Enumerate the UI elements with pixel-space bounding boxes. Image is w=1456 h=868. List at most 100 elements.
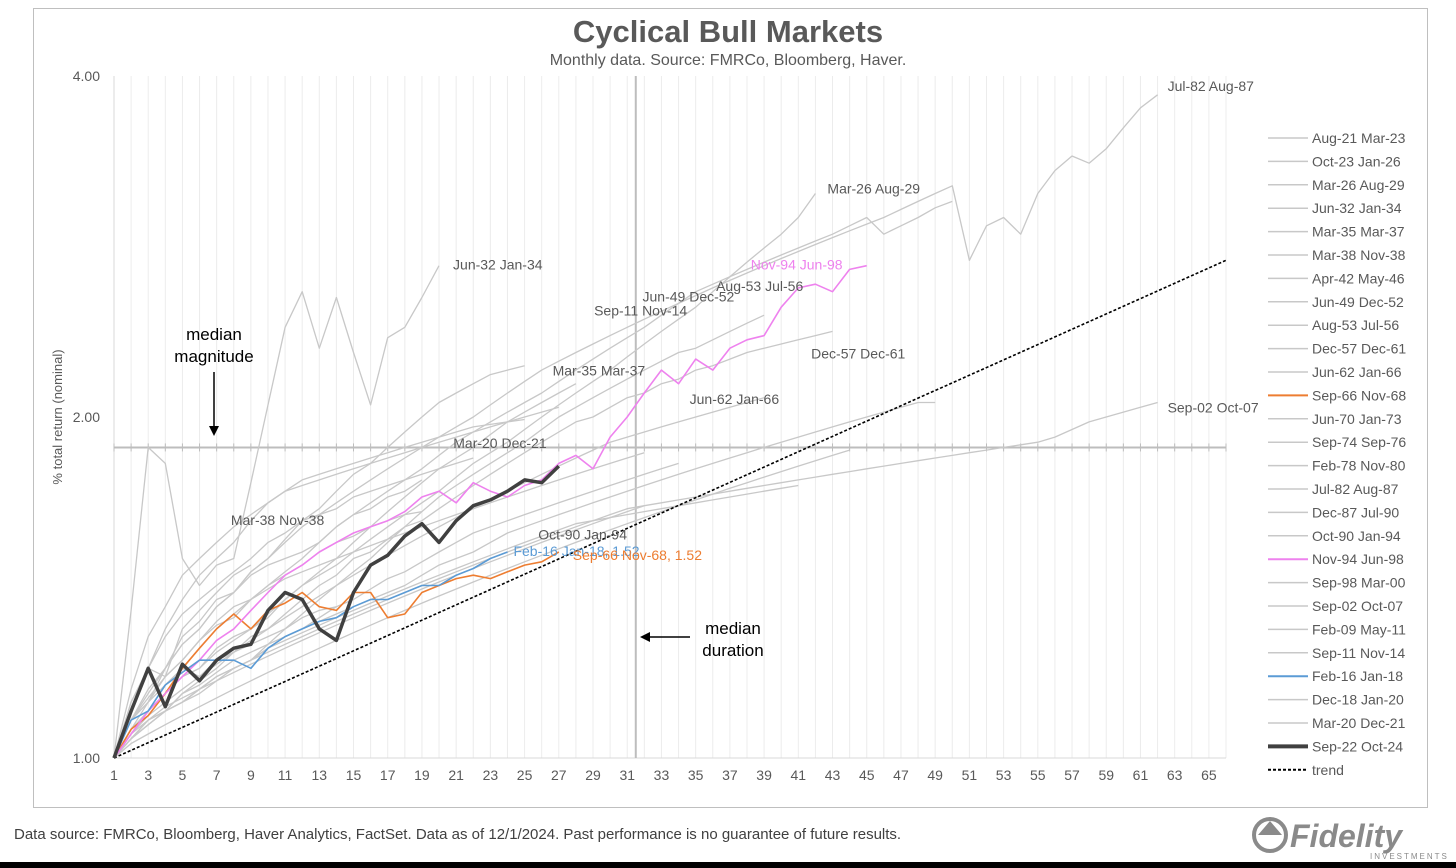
- y-tick-label: 4.00: [73, 68, 100, 84]
- x-tick-label: 63: [1167, 767, 1183, 783]
- x-tick-label: 47: [893, 767, 909, 783]
- legend-label: Dec-87 Jul-90: [1312, 504, 1399, 520]
- legend-label: Apr-42 May-46: [1312, 270, 1405, 286]
- data-label: Mar-20 Dec-21: [453, 435, 547, 451]
- legend-label: Jun-49 Dec-52: [1312, 294, 1404, 310]
- data-label: Mar-26 Aug-29: [827, 181, 920, 197]
- legend-label: Jul-82 Aug-87: [1312, 481, 1399, 497]
- legend-label: Sep-98 Mar-00: [1312, 575, 1406, 591]
- x-tick-label: 51: [962, 767, 978, 783]
- bottom-rule: [0, 862, 1456, 868]
- legend-label: Oct-90 Jan-94: [1312, 528, 1401, 544]
- x-tick-label: 39: [756, 767, 772, 783]
- data-label: Nov-94 Jun-98: [751, 257, 843, 273]
- footnote: Data source: FMRCo, Bloomberg, Haver Ana…: [14, 826, 902, 843]
- x-tick-label: 35: [688, 767, 704, 783]
- legend-label: Sep-02 Oct-07: [1312, 598, 1403, 614]
- series-line-jul-82-aug-87: [113, 94, 1158, 759]
- series-line-mar-26-aug-29: [113, 193, 816, 759]
- x-tick-label: 17: [380, 767, 396, 783]
- x-tick-label: 11: [278, 767, 293, 783]
- series-line-sep-74-sep-76: [113, 418, 525, 759]
- legend-label: Dec-18 Jan-20: [1312, 692, 1404, 708]
- x-tick-label: 41: [791, 767, 807, 783]
- annotation-arrowhead-down: [209, 426, 219, 436]
- chart-title: Cyclical Bull Markets: [572, 14, 884, 49]
- legend-label: Nov-94 Jun-98: [1312, 551, 1404, 567]
- x-tick-label: 3: [144, 767, 152, 783]
- x-tick-label: 57: [1064, 767, 1080, 783]
- legend-label: Dec-57 Dec-61: [1312, 341, 1406, 357]
- series-line-jun-32-jan-34: [113, 265, 440, 759]
- x-tick-label: 5: [179, 767, 187, 783]
- series-line-sep-98-mar-00: [113, 479, 423, 759]
- annotation-median-magnitude-line1: median: [186, 325, 242, 344]
- x-tick-label: 23: [483, 767, 499, 783]
- annotation-arrowhead-left: [640, 632, 650, 642]
- legend-label: trend: [1312, 762, 1344, 778]
- data-label: Feb-16 Jan-18, 1.52: [513, 543, 639, 559]
- x-tick-label: 21: [448, 767, 464, 783]
- legend-label: Sep-22 Oct-24: [1312, 738, 1403, 754]
- legend-label: Jun-70 Jan-73: [1312, 411, 1402, 427]
- series-line-nov-94-jun-98: [113, 264, 867, 759]
- x-tick-label: 13: [312, 767, 328, 783]
- x-tick-label: 31: [619, 767, 635, 783]
- x-tick-label: 45: [859, 767, 875, 783]
- legend-label: Mar-26 Aug-29: [1312, 177, 1405, 193]
- x-tick-label: 25: [517, 767, 533, 783]
- legend-label: Oct-23 Jan-26: [1312, 153, 1401, 169]
- legend-label: Sep-11 Nov-14: [1312, 645, 1405, 661]
- data-label: Mar-35 Mar-37: [553, 363, 646, 379]
- x-tick-label: 9: [247, 767, 255, 783]
- x-tick-label: 33: [654, 767, 670, 783]
- chart-frame: [33, 8, 1428, 808]
- fidelity-logo: Fidelity INVESTMENTS: [1252, 817, 1449, 861]
- data-label: Sep-66 Nov-68, 1.52: [573, 547, 702, 563]
- data-label: Sep-02 Oct-07: [1168, 399, 1259, 415]
- x-tick-label: 29: [585, 767, 601, 783]
- chart-subtitle: Monthly data. Source: FMRCo, Bloomberg, …: [549, 52, 907, 69]
- series-line-sep-22-oct-24: [112, 464, 561, 759]
- series-line-feb-78-nov-80: [113, 462, 679, 759]
- series-line-mar-20-dec-21: [113, 457, 474, 759]
- x-tick-label: 61: [1133, 767, 1149, 783]
- logo-text: Fidelity: [1290, 818, 1404, 854]
- series-line-sep-66-nov-68: [113, 551, 560, 759]
- x-tick-label: 55: [1030, 767, 1046, 783]
- legend-label: Feb-78 Nov-80: [1312, 458, 1406, 474]
- annotation-median-magnitude-line2: magnitude: [174, 347, 253, 366]
- x-tick-label: 59: [1098, 767, 1114, 783]
- x-tick-label: 1: [110, 767, 118, 783]
- logo-subtext: INVESTMENTS: [1370, 852, 1449, 861]
- series-line-jun-70-jan-73: [113, 452, 645, 759]
- x-tick-label: 19: [414, 767, 430, 783]
- x-tick-label: 7: [213, 767, 221, 783]
- series-line-jun-62-jan-66: [113, 449, 850, 759]
- y-tick-label: 1.00: [73, 750, 100, 766]
- legend-label: Aug-53 Jul-56: [1312, 317, 1399, 333]
- x-tick-label: 37: [722, 767, 738, 783]
- legend-label: Mar-20 Dec-21: [1312, 715, 1406, 731]
- legend-label: Jun-32 Jan-34: [1312, 200, 1402, 216]
- data-label: Dec-57 Dec-61: [811, 345, 905, 361]
- legend-label: Aug-21 Mar-23: [1312, 130, 1406, 146]
- y-tick-label: 2.00: [73, 409, 100, 425]
- series-line-oct-90-jan-94: [113, 484, 799, 759]
- legend-label: Feb-16 Jan-18: [1312, 668, 1403, 684]
- x-tick-label: 15: [346, 767, 362, 783]
- data-label: Jun-62 Jan-66: [690, 391, 780, 407]
- data-label: Jun-49 Dec-52: [643, 288, 735, 304]
- series-line-dec-87-jul-90: [113, 505, 645, 759]
- series-line-sep-02-oct-07: [113, 401, 1158, 759]
- data-label: Aug-53 Jul-56: [716, 278, 803, 294]
- legend-label: Sep-66 Nov-68: [1312, 387, 1406, 403]
- legend-label: Feb-09 May-11: [1312, 621, 1406, 637]
- data-label: Jun-32 Jan-34: [453, 257, 543, 273]
- y-axis-label: % total return (nominal): [50, 349, 65, 484]
- data-label: Mar-38 Nov-38: [231, 512, 325, 528]
- annotation-median-duration-line2: duration: [702, 641, 763, 660]
- data-label: Sep-11 Nov-14: [594, 303, 687, 319]
- series-line-trend: [113, 259, 1227, 759]
